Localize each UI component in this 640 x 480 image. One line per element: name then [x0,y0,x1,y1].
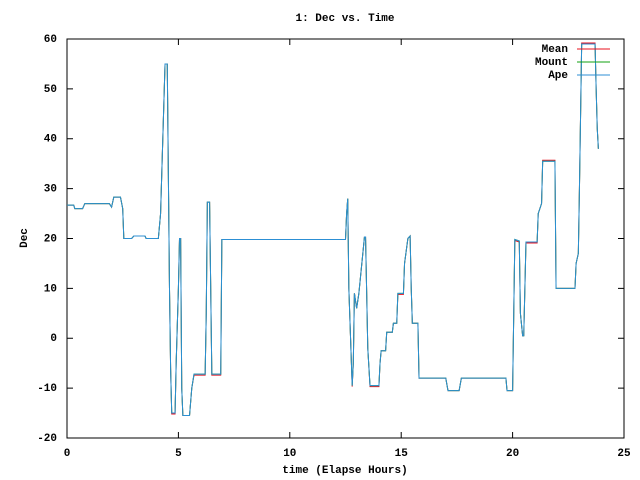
y-tick-label: 30 [44,184,57,196]
chart-title: 1: Dec vs. Time [295,13,394,25]
legend-label: Mean [542,44,568,56]
x-tick-label: 10 [283,448,296,460]
x-tick-label: 15 [395,448,409,460]
series-line [67,43,599,417]
y-tick-label: -20 [37,433,57,445]
x-tick-label: 20 [506,448,519,460]
y-tick-label: 40 [44,134,57,146]
y-tick-label: -10 [37,383,57,395]
legend-label: Ape [548,70,568,82]
y-tick-label: 0 [50,333,57,345]
y-tick-label: 60 [44,34,57,46]
y-tick-label: 20 [44,233,57,245]
x-tick-label: 0 [64,448,71,460]
x-tick-label: 25 [617,448,631,460]
legend-label: Mount [535,57,568,69]
y-axis-label: Dec [19,228,31,248]
x-tick-label: 5 [175,448,182,460]
y-tick-label: 50 [44,84,57,96]
x-axis-label: time (Elapse Hours) [282,465,407,477]
y-tick-label: 10 [44,283,57,295]
